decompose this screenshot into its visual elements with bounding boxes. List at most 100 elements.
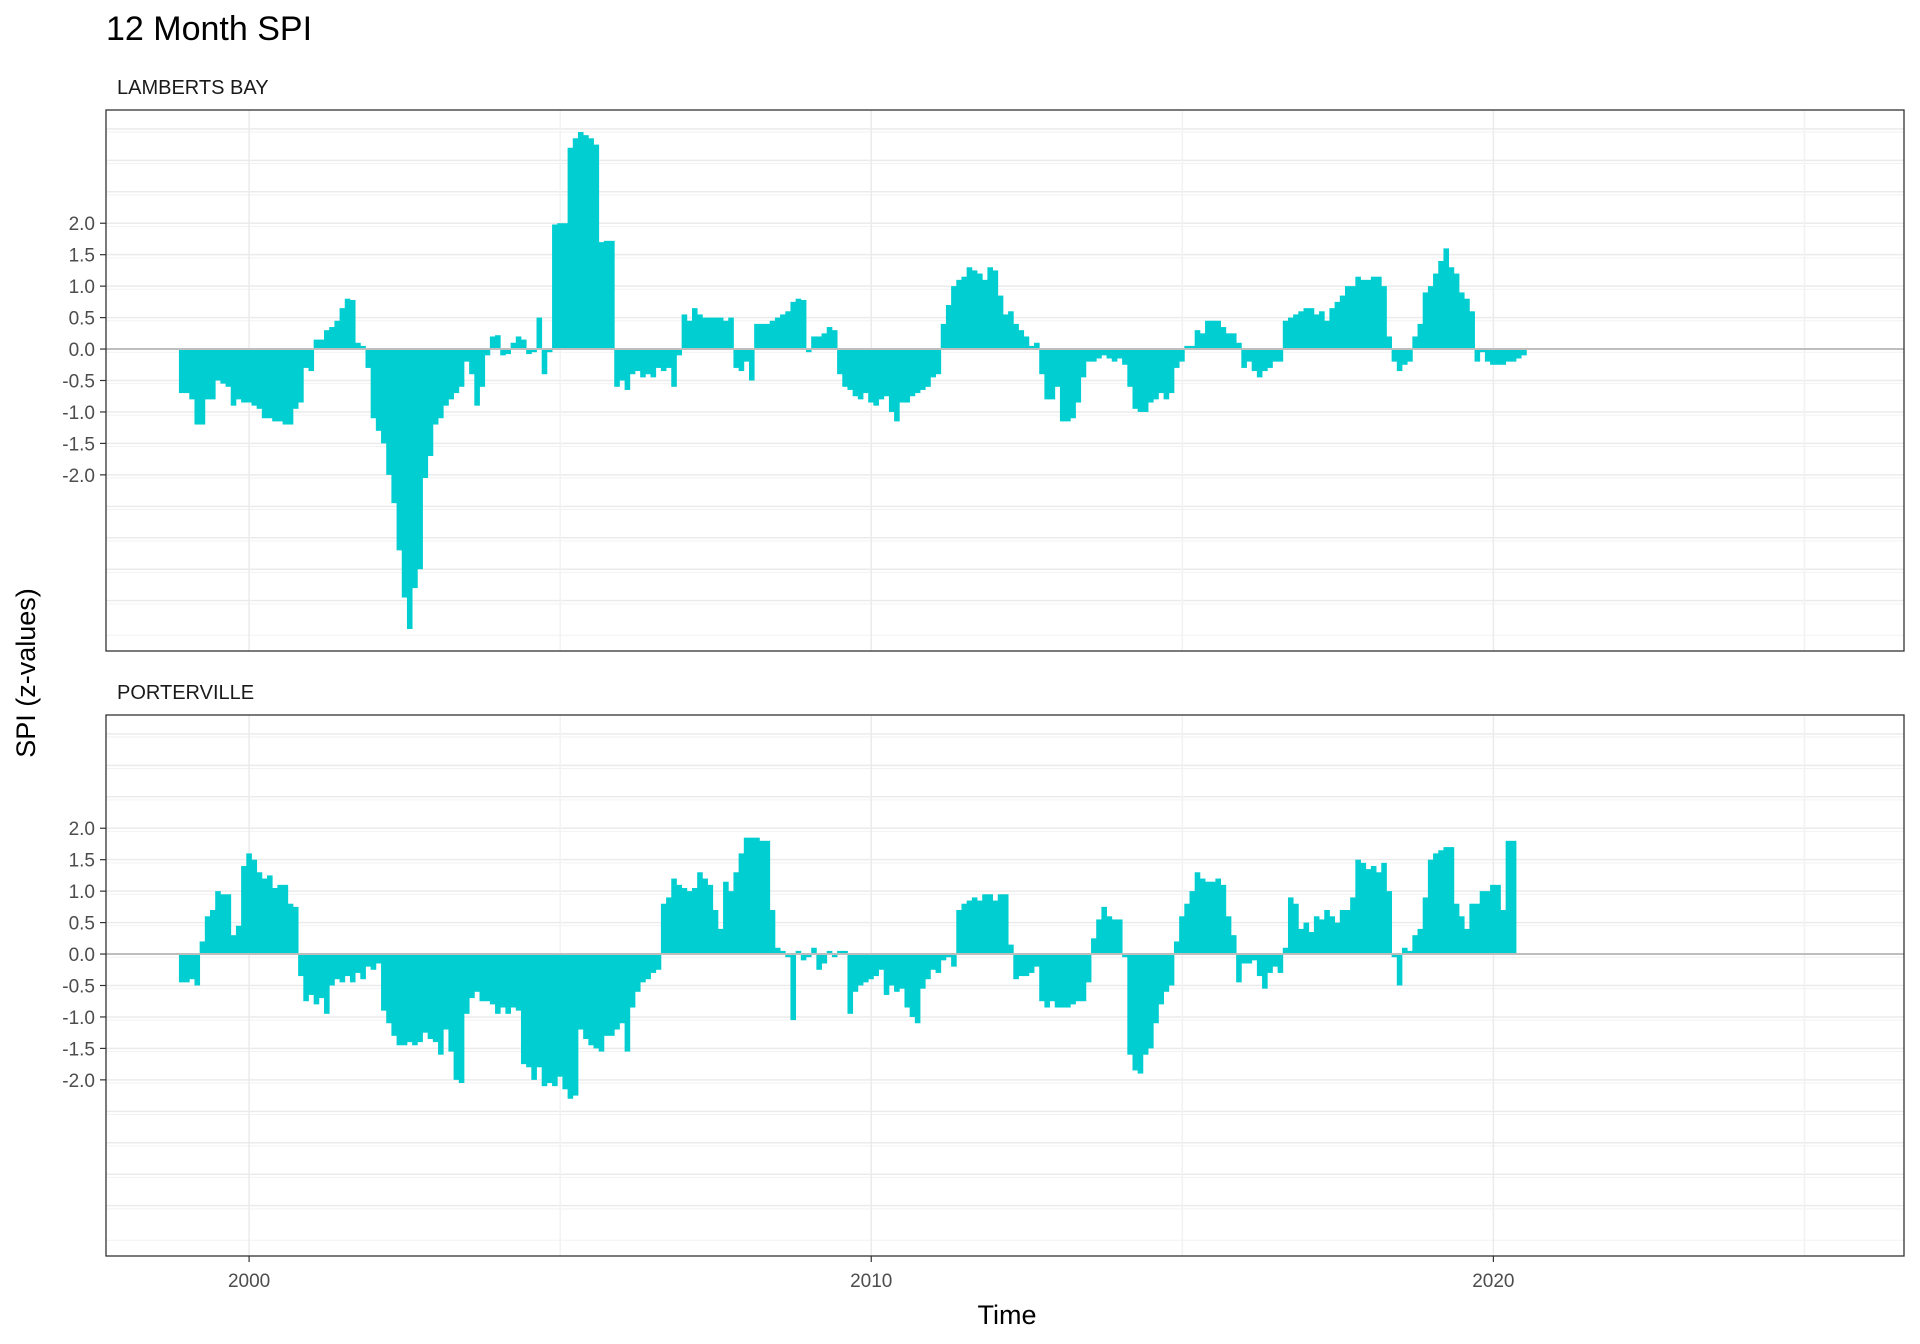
spi-bar <box>406 954 413 1043</box>
spi-bar <box>904 954 911 1008</box>
spi-bar <box>1401 947 1408 955</box>
spi-bar <box>1510 840 1517 955</box>
spi-bar <box>1230 333 1237 350</box>
spi-bar <box>987 894 993 955</box>
spi-bar <box>1490 349 1496 365</box>
spi-bar <box>303 954 309 1002</box>
y-tick-label: -2.0 <box>62 1071 95 1092</box>
spi-bar <box>790 954 797 1021</box>
spi-bar <box>391 954 397 1036</box>
spi-bar <box>1458 916 1465 955</box>
spi-bar <box>634 954 641 992</box>
spi-bar <box>215 891 221 955</box>
spi-bar <box>1303 922 1310 955</box>
spi-bar <box>977 900 983 955</box>
spi-bar <box>360 345 366 350</box>
spi-bar <box>691 308 698 350</box>
spi-bar <box>220 894 226 955</box>
spi-bar <box>593 954 600 1049</box>
spi-bar <box>888 349 895 412</box>
spi-bar <box>1319 311 1325 350</box>
spi-bar <box>1386 336 1393 350</box>
spi-bar <box>940 323 947 350</box>
spi-bar <box>1464 298 1470 350</box>
spi-bar <box>272 887 278 955</box>
spi-bar <box>945 305 952 350</box>
spi-bar <box>557 223 563 350</box>
spi-bar <box>1236 954 1242 983</box>
spi-bar <box>412 349 418 589</box>
spi-bar <box>370 954 377 970</box>
spi-bar <box>1500 910 1507 955</box>
spi-bar <box>878 349 885 400</box>
spi-bar <box>1267 349 1273 368</box>
spi-bar <box>1500 349 1507 365</box>
spi-bar <box>349 299 356 350</box>
spi-bar <box>956 279 962 350</box>
spi-bar <box>546 954 553 1084</box>
spi-bar <box>1298 311 1304 350</box>
spi-bar <box>982 279 988 350</box>
y-tick-label: 1.0 <box>69 277 95 298</box>
spi-bar <box>826 950 833 955</box>
spi-bar <box>178 349 185 394</box>
spi-bar <box>987 267 993 350</box>
spi-bar <box>334 320 340 350</box>
spi-bar <box>505 954 512 1014</box>
spi-bar <box>267 349 273 419</box>
spi-bar <box>645 349 651 375</box>
spi-bar <box>1220 884 1227 955</box>
spi-bar <box>1205 320 1211 350</box>
spi-bar <box>474 349 480 406</box>
spi-bar <box>479 349 486 387</box>
spi-bar <box>774 317 781 350</box>
spi-bar <box>1013 954 1019 980</box>
spi-bar <box>1422 897 1429 955</box>
spi-bar <box>194 349 201 425</box>
spi-bar <box>681 314 688 350</box>
spi-bar <box>1116 919 1123 955</box>
spi-bar <box>914 349 921 394</box>
spi-bar <box>1173 349 1180 368</box>
spi-bar <box>1277 349 1284 362</box>
spi-bar <box>930 349 936 378</box>
spi-bar <box>1505 840 1512 955</box>
spi-bar <box>474 954 480 992</box>
spi-bar <box>614 349 620 387</box>
y-tick-label: 0.0 <box>69 945 95 966</box>
spi-bar <box>1287 897 1294 955</box>
spi-bar <box>1453 903 1460 955</box>
panel-1-label: LAMBERTS BAY <box>117 77 269 99</box>
spi-bar <box>1080 954 1087 1002</box>
spi-bar <box>811 336 817 350</box>
spi-bar <box>899 954 905 989</box>
spi-bar <box>1070 954 1076 1005</box>
spi-bar <box>567 954 574 1099</box>
spi-bar <box>780 314 786 350</box>
spi-bar <box>925 349 931 387</box>
spi-bar <box>780 950 786 955</box>
spi-bar <box>868 349 874 403</box>
spi-bar <box>888 954 895 986</box>
spi-bar <box>1262 349 1268 372</box>
spi-bar <box>1241 954 1247 964</box>
spi-bar <box>603 954 610 1036</box>
spi-bar <box>1008 944 1014 955</box>
spi-bar <box>686 320 693 350</box>
x-tick-label: 2010 <box>850 1271 892 1292</box>
spi-bar <box>567 147 574 350</box>
spi-bar <box>1391 349 1398 362</box>
spi-bar <box>484 349 491 356</box>
spi-bar <box>292 906 299 955</box>
spi-bar <box>1173 941 1180 955</box>
spi-bar <box>1220 327 1227 350</box>
spi-bar <box>324 954 330 1014</box>
spi-bar <box>381 954 387 1011</box>
y-tick-label: 0.5 <box>69 309 95 330</box>
spi-bar <box>754 837 760 955</box>
y-tick-label: 0.0 <box>69 340 95 361</box>
spi-bar <box>355 342 361 350</box>
spi-bar <box>1065 954 1071 1008</box>
spi-bar <box>619 954 626 1024</box>
spi-bar <box>764 840 771 955</box>
